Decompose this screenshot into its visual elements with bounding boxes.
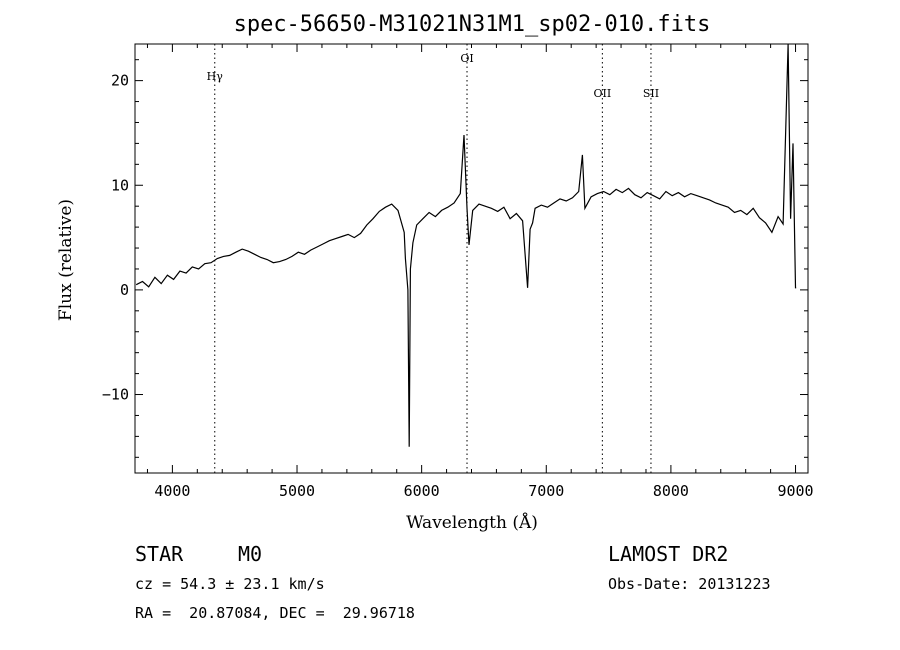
x-tick-label: 6000 (404, 482, 440, 500)
observation-date: Obs-Date: 20131223 (608, 575, 771, 593)
line-marker-label: OII (594, 87, 612, 100)
line-marker-label: OI (460, 52, 473, 65)
y-tick-label: 10 (111, 176, 129, 194)
y-tick-label: −10 (102, 386, 129, 404)
object-class: STAR (135, 542, 184, 566)
x-tick-label: 8000 (653, 482, 689, 500)
spectrum-series-line (135, 43, 797, 447)
y-tick-label: 0 (120, 281, 129, 299)
redshift-cz: cz = 54.3 ± 23.1 km/s (135, 575, 325, 593)
y-axis-label: Flux (relative) (56, 199, 76, 321)
x-axis-label: Wavelength (Å) (406, 512, 538, 533)
object-subclass: M0 (238, 542, 263, 566)
line-markers (214, 44, 652, 473)
x-tick-label: 4000 (154, 482, 190, 500)
line-marker-label: Hγ (207, 70, 224, 83)
x-tick-label: 9000 (777, 482, 813, 500)
x-axis: 4000 5000 6000 7000 8000 9000 (146, 44, 814, 500)
x-tick-label: 5000 (279, 482, 315, 500)
line-labels: Hγ OI OII SII (207, 52, 659, 100)
y-tick-label: 20 (111, 72, 129, 90)
plot-frame (134, 43, 809, 474)
coordinates: RA = 20.87084, DEC = 29.96718 (135, 604, 415, 622)
chart-title: spec-56650-M31021N31M1_sp02-010.fits (234, 12, 711, 37)
line-marker-label: SII (643, 87, 659, 100)
x-tick-label: 7000 (528, 482, 564, 500)
y-axis: −10 0 10 20 (102, 59, 808, 458)
survey-name: LAMOST DR2 (608, 542, 729, 566)
